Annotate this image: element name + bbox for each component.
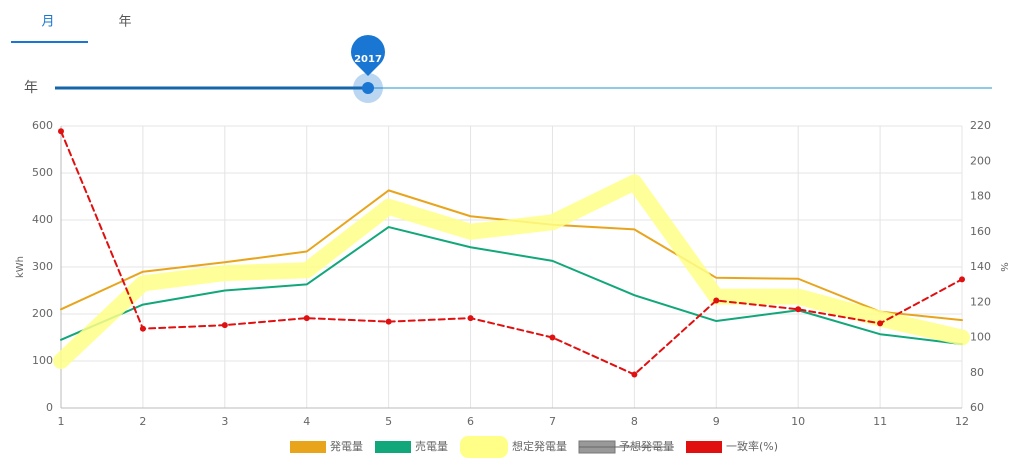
legend-swatch [290,441,326,453]
series-line [60,130,963,376]
x-tick-label: 4 [303,415,310,428]
tab-indicator [11,41,88,43]
y-tick-label: 100 [32,354,53,367]
point [877,320,884,327]
legend-label[interactable]: 一致率(%) [726,439,778,453]
point [959,276,965,283]
legend-swatch [375,441,411,453]
legend-swatch [460,436,508,458]
slider-thumb[interactable] [362,82,374,94]
y2-axis-title: % [998,262,1009,272]
legend-label[interactable]: 発電量 [330,439,363,453]
slider-value: 2017 [354,54,382,65]
y-tick-label: 400 [32,213,53,226]
tab[interactable]: 年 [118,15,131,30]
x-tick-label: 8 [631,415,638,428]
x-tick-label: 2 [139,415,146,428]
point [58,128,64,135]
x-tick-label: 12 [955,415,969,428]
y2-tick-label: 60 [970,401,984,414]
point [795,306,802,313]
legend-label[interactable]: 売電量 [415,440,448,453]
y-tick-label: 600 [32,119,53,132]
y-axis-title: kWh [15,256,26,278]
point [139,325,146,332]
tab[interactable]: 月 [41,15,54,30]
y2-tick-label: 140 [970,260,991,273]
point [467,315,474,322]
point [385,318,392,325]
y-tick-label: 0 [46,401,53,414]
x-tick-label: 6 [467,415,474,428]
y2-tick-label: 200 [970,154,991,167]
point [631,371,638,378]
y2-tick-label: 80 [970,366,984,379]
x-tick-label: 11 [873,415,887,428]
slider-label: 年 [24,80,38,96]
point [221,322,228,329]
point [549,334,556,341]
series-line [60,226,963,346]
y2-tick-label: 160 [970,225,991,238]
x-tick-label: 1 [58,415,65,428]
y2-tick-label: 220 [970,119,991,132]
y2-tick-label: 120 [970,295,991,308]
y-tick-label: 300 [32,260,53,273]
x-tick-label: 7 [549,415,556,428]
point [303,315,310,322]
x-tick-label: 10 [791,415,805,428]
point [713,297,720,304]
y-tick-label: 500 [32,166,53,179]
series-line [53,174,970,369]
y2-tick-label: 100 [970,331,991,344]
slider-value-pin [351,34,385,76]
x-tick-label: 9 [713,415,720,428]
legend-swatch [686,441,722,453]
y2-tick-label: 180 [970,190,991,203]
y-tick-label: 200 [32,307,53,320]
legend-label[interactable]: 予想発電量 [619,439,674,453]
legend-label[interactable]: 想定発電量 [512,439,567,453]
x-tick-label: 3 [221,415,228,428]
x-tick-label: 5 [385,415,392,428]
